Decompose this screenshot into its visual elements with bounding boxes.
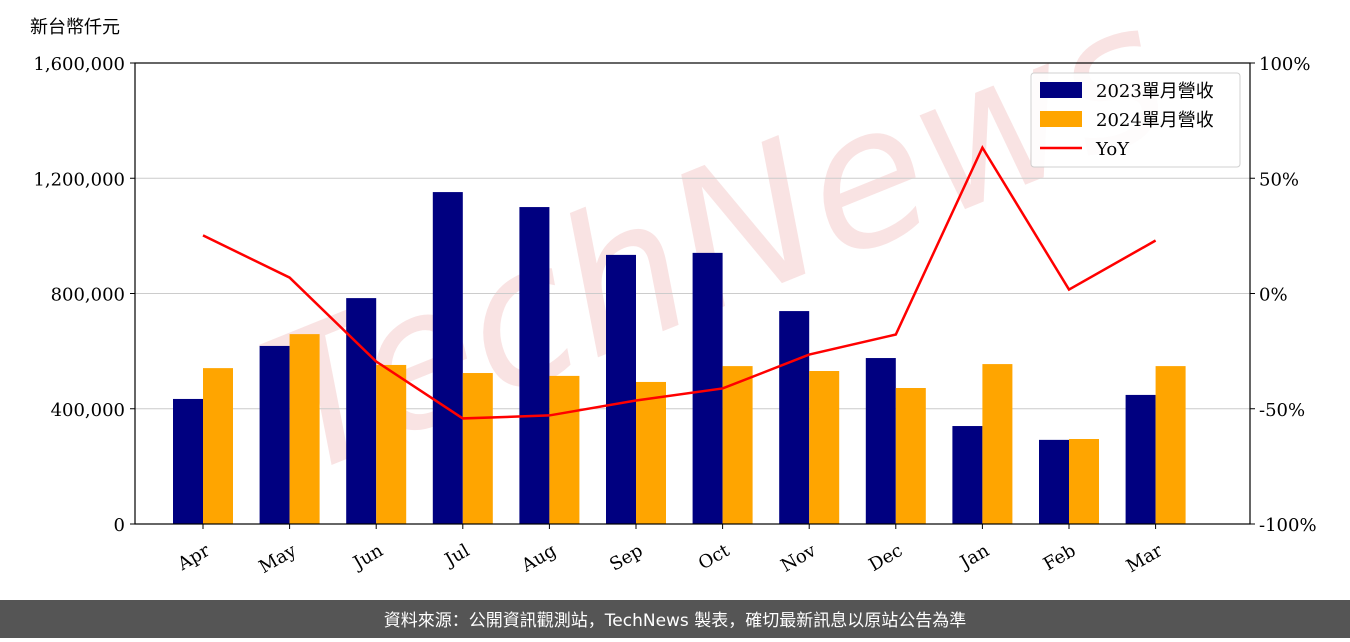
bar <box>376 364 407 524</box>
bar <box>895 388 926 524</box>
legend-swatch <box>1040 82 1082 98</box>
y-tick-label: 1,600,000 <box>33 54 125 75</box>
bar <box>519 207 550 524</box>
y-axis-label: 新台幣仟元 <box>30 17 120 38</box>
bar <box>982 364 1013 524</box>
bar <box>432 192 463 524</box>
footer-bar <box>0 600 1350 638</box>
legend-box <box>1030 72 1241 168</box>
y-tick-label: 400,000 <box>51 400 125 421</box>
y2-tick-label: 0% <box>1259 285 1288 306</box>
bar <box>865 358 896 524</box>
y-tick-label: 1,200,000 <box>33 169 125 190</box>
bar <box>549 375 580 524</box>
bar <box>1069 439 1099 524</box>
y2-tick-label: -50% <box>1259 400 1305 421</box>
bar <box>203 368 233 524</box>
bar <box>779 311 810 524</box>
bar <box>952 426 983 524</box>
legend-swatch <box>1040 111 1082 127</box>
y2-tick-label: -100% <box>1259 515 1317 536</box>
bar <box>173 398 203 524</box>
bar <box>1155 366 1186 524</box>
legend-label: 2024單月營收 <box>1096 110 1214 131</box>
bar <box>606 254 636 525</box>
y-tick-label: 800,000 <box>51 285 125 306</box>
legend-label: YoY <box>1095 139 1130 160</box>
bar <box>259 345 290 524</box>
bar <box>1125 394 1156 524</box>
bar <box>346 298 377 524</box>
bar <box>289 334 320 524</box>
plot-frame <box>134 62 1251 525</box>
bar <box>1039 439 1069 524</box>
legend-label: 2023單月營收 <box>1096 81 1214 102</box>
footer: 資料來源：公開資訊觀測站，TechNews 製表，確切最新訊息以原站公告為準 <box>384 611 966 631</box>
y2-tick-label: 50% <box>1259 169 1299 190</box>
y2-tick-label: 100% <box>1259 54 1310 75</box>
bar <box>636 381 666 524</box>
line <box>202 144 1157 420</box>
bar <box>462 373 493 524</box>
y-tick-label: 0 <box>114 515 125 536</box>
bar <box>809 371 840 524</box>
bar <box>722 366 753 524</box>
